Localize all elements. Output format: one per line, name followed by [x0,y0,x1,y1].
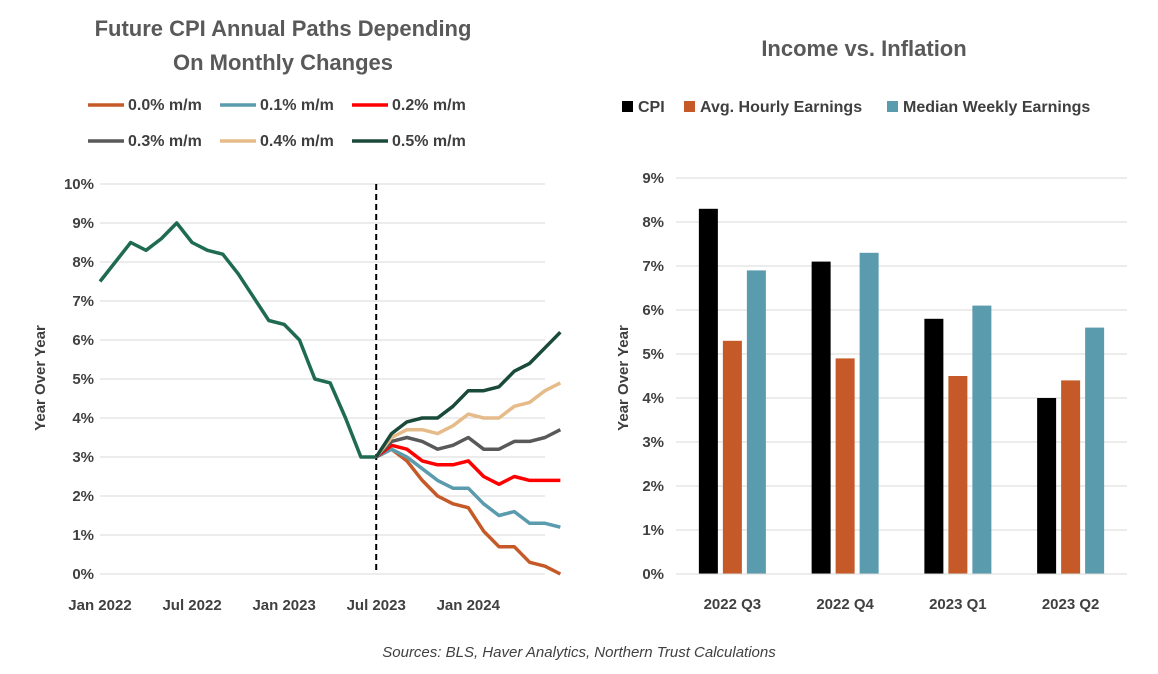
right-y-tick-label: 9% [642,170,664,187]
left-chart-title-line-1: Future CPI Annual Paths Depending [95,16,472,41]
right-x-tick-label: 2023 Q1 [929,596,987,613]
left-y-tick-label: 4% [72,410,94,427]
bar-avg-hourly-earnings [948,376,968,574]
left-chart-title-line-2: On Monthly Changes [173,50,393,75]
left-chart-y-axis-label: Year Over Year [32,325,49,431]
left-x-tick-label: Jul 2023 [347,597,406,614]
right-chart-title: Income vs. Inflation [761,36,966,61]
right-y-tick-label: 0% [642,566,664,583]
right-x-tick-label: 2022 Q4 [816,596,874,613]
bar-median-weekly-earnings [859,252,879,575]
right-y-tick-label: 5% [642,346,664,363]
right-y-tick-label: 3% [642,434,664,451]
bar-cpi [698,208,718,575]
right-chart-y-tick-labels: 0% 1% 2% 3% 4% 5% 6% 7% 8% 9% [642,170,664,583]
bar-median-weekly-earnings [746,270,766,574]
left-y-tick-label: 2% [72,488,94,505]
history-cpi-line [98,221,377,459]
source-note: Sources: BLS, Haver Analytics, Northern … [382,644,776,661]
bar-cpi [924,318,944,574]
right-chart-legend: CPI Avg. Hourly Earnings Median Weekly Ear… [622,99,1090,116]
right-chart-gridlines [676,177,1127,575]
left-y-tick-label: 8% [72,254,94,271]
legend-label: 0.5% m/m [392,133,466,150]
legend-label: 0.4% m/m [260,133,334,150]
legend-swatch [887,101,898,112]
bar-median-weekly-earnings [1085,327,1105,574]
left-y-tick-label: 7% [72,293,94,310]
left-y-tick-label: 9% [72,215,94,232]
series-line-4 [374,381,562,459]
left-chart-gridlines [100,183,545,575]
legend-label: Median Weekly Earnings [903,99,1090,116]
legend-label: 0.0% m/m [128,97,202,114]
left-x-tick-label: Jan 2022 [68,597,131,614]
right-chart-bars [676,208,1127,575]
right-y-tick-label: 4% [642,390,664,407]
left-y-tick-label: 10% [64,176,94,193]
cpi-paths-chart: Future CPI Annual Paths Depending On Mon… [32,16,562,614]
right-y-tick-label: 7% [642,258,664,275]
right-chart-x-tick-labels: 2022 Q3 2022 Q4 2023 Q1 2023 Q2 [704,596,1100,613]
legend-swatch [684,101,695,112]
income-vs-inflation-chart: Income vs. Inflation CPI Avg. Hourly Earn… [615,36,1127,613]
left-y-tick-label: 5% [72,371,94,388]
bar-cpi [811,261,831,574]
series-line-3 [374,428,562,459]
right-y-tick-label: 2% [642,478,664,495]
right-x-tick-label: 2023 Q2 [1042,596,1100,613]
bar-avg-hourly-earnings [722,340,742,574]
right-y-tick-label: 1% [642,522,664,539]
right-y-tick-label: 6% [642,302,664,319]
right-y-tick-label: 8% [642,214,664,231]
series-line-2 [375,443,561,487]
legend-label: 0.2% m/m [392,97,466,114]
left-y-tick-label: 6% [72,332,94,349]
left-chart-series-lines [98,221,562,576]
left-chart-legend: 0.0% m/m 0.1% m/m 0.2% m/m 0.3% m/m 0.4% m/m… [88,97,466,150]
right-chart-y-axis-label: Year Over Year [615,325,632,431]
series-line-1 [375,447,561,529]
legend-label: 0.3% m/m [128,133,202,150]
left-y-tick-label: 3% [72,449,94,466]
bar-cpi [1037,398,1057,574]
left-y-tick-label: 0% [72,566,94,583]
left-x-tick-label: Jan 2024 [437,597,501,614]
left-x-tick-label: Jan 2023 [252,597,315,614]
series-line-5 [374,330,562,458]
left-y-tick-label: 1% [72,527,94,544]
legend-swatch [622,101,633,112]
legend-label: 0.1% m/m [260,97,334,114]
series-line-0 [375,447,562,576]
bar-avg-hourly-earnings [835,358,855,574]
right-x-tick-label: 2022 Q3 [704,596,762,613]
bar-avg-hourly-earnings [1061,380,1081,574]
legend-label: Avg. Hourly Earnings [700,99,862,116]
bar-median-weekly-earnings [972,305,992,574]
left-chart-x-tick-labels: Jan 2022 Jul 2022 Jan 2023 Jul 2023 Jan 2024 [68,597,500,614]
left-chart-y-tick-labels: 0% 1% 2% 3% 4% 5% 6% 7% 8% 9% 10% [64,176,94,583]
left-x-tick-label: Jul 2022 [162,597,221,614]
legend-label: CPI [638,99,665,116]
